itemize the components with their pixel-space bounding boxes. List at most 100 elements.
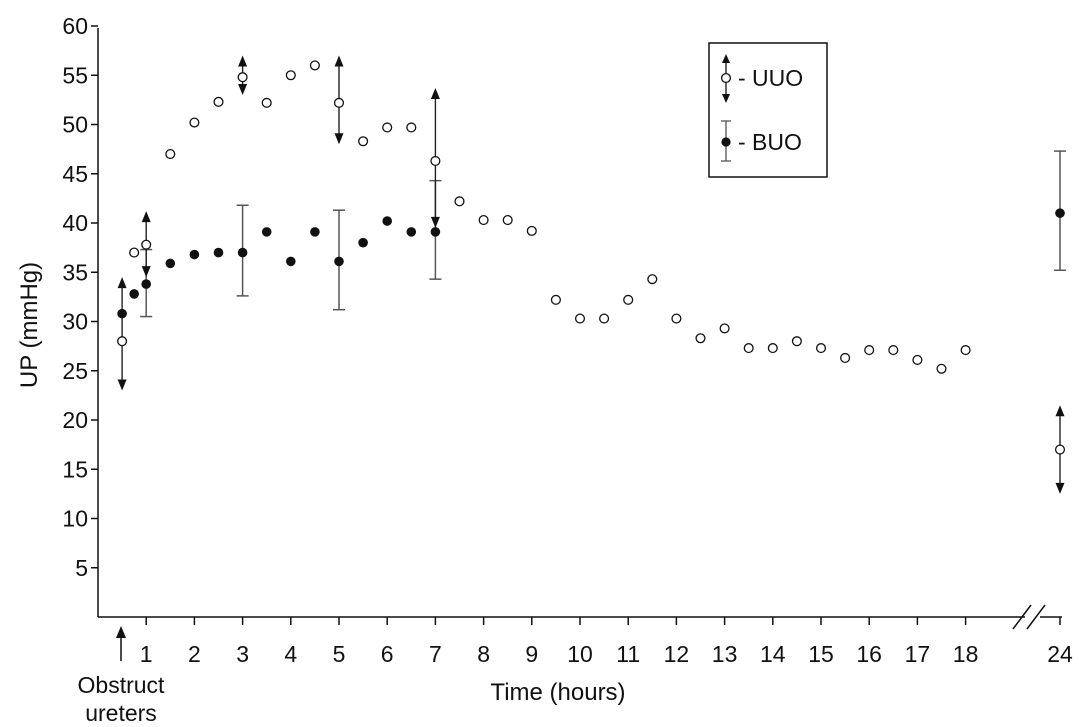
buo-point (406, 227, 417, 237)
buo-point (165, 258, 176, 269)
x-tick-label: 1 (140, 641, 153, 667)
uuo-point (478, 214, 489, 226)
uuo-point (719, 323, 730, 334)
uuo-point (936, 363, 947, 374)
legend-uuo-marker (720, 54, 732, 103)
buo-point (358, 237, 368, 248)
uuo-point (864, 345, 875, 356)
x-tick-label: 4 (284, 641, 297, 667)
y-tick-label: 60 (62, 13, 88, 39)
uuo-point (129, 247, 140, 258)
x-tick-label: 9 (525, 641, 538, 667)
x-tick-label: 13 (712, 641, 738, 667)
uuo-point (695, 333, 706, 344)
buo-point (237, 247, 248, 258)
uuo-point (623, 294, 634, 305)
buo-point (261, 227, 272, 237)
buo-point (189, 249, 200, 260)
y-tick-label: 40 (62, 210, 88, 236)
buo-point (141, 279, 151, 289)
uuo-point (213, 96, 224, 107)
uuo-point (671, 313, 682, 324)
axis-break-mark-1 (1012, 604, 1032, 630)
legend-box (708, 42, 828, 178)
x-tick-label: 3 (236, 641, 249, 667)
obstruct-label-line1: Obstruct (78, 672, 166, 698)
uuo-arrow-head-down (430, 216, 440, 228)
data-points (117, 60, 1066, 455)
uuo-arrow-head-down (117, 379, 127, 391)
uuo-point (502, 214, 513, 226)
x-tick-label: 8 (477, 641, 490, 667)
uuo-point (333, 97, 345, 108)
uuo-point (647, 274, 658, 285)
uuo-point (888, 345, 899, 356)
x-tick-label: 6 (381, 641, 394, 667)
uuo-point (526, 225, 537, 236)
uuo-point (382, 122, 393, 133)
uuo-arrow-head-up (238, 55, 248, 67)
x-tick-label: 10 (567, 641, 593, 667)
uuo-point (912, 354, 923, 365)
uuo-point (815, 343, 827, 354)
uuo-point (358, 136, 369, 147)
x-tick-label: 7 (429, 641, 442, 667)
uuo-point (165, 149, 176, 160)
buo-point (117, 308, 127, 319)
uuo-point (189, 117, 200, 128)
uuo-point (767, 343, 778, 354)
y-tick-label: 35 (62, 259, 88, 285)
x-tick-label: 15 (808, 641, 834, 667)
x-axis-title: Time (hours) (490, 679, 625, 706)
y-tick-label: 25 (62, 358, 88, 384)
buo-point (213, 247, 224, 258)
x-tick-label: 14 (760, 641, 786, 667)
uuo-point (237, 72, 248, 83)
y-tick-label: 30 (62, 309, 88, 335)
uuo-point (285, 70, 296, 81)
y-tick-label: 5 (75, 555, 88, 581)
x-tick-label: 17 (905, 641, 931, 667)
uuo-arrow-head-down (238, 83, 248, 95)
uuo-point (550, 294, 561, 305)
y-tick-label: 15 (62, 456, 88, 482)
buo-point (334, 256, 344, 267)
uuo-point (117, 336, 128, 347)
obstruct-annotation: Obstruct ureters (78, 626, 166, 726)
uuo-arrow-head-down (1055, 482, 1065, 494)
legend: - UUO - BUO (708, 42, 828, 178)
y-tick-label: 10 (62, 506, 88, 532)
y-axis-title: UP (mmHg) (16, 262, 43, 388)
uuo-point (261, 97, 272, 108)
uuo-point (309, 60, 320, 71)
legend-buo-label: - BUO (738, 129, 802, 155)
uuo-point (574, 313, 586, 324)
y-tick-label: 45 (62, 161, 88, 187)
obstruct-label-line2: ureters (85, 700, 157, 726)
uuo-point (1054, 444, 1066, 455)
uuo-point (430, 155, 441, 166)
buo-point (286, 256, 296, 267)
error-bars (117, 55, 1066, 494)
uuo-point (743, 343, 754, 354)
uuo-point (454, 196, 465, 207)
x-tick-label: 12 (664, 641, 690, 667)
uuo-arrow-head-down (334, 133, 344, 145)
buo-point (1055, 208, 1065, 218)
legend-uuo-label: - UUO (738, 65, 803, 91)
x-tick-label: 16 (856, 641, 882, 667)
y-tick-label: 50 (62, 112, 88, 138)
axis-break-mark-2 (1026, 604, 1046, 630)
legend-buo-marker (721, 120, 731, 162)
uuo-point (791, 336, 802, 347)
uuo-arrow-head-up (141, 211, 151, 223)
x-tick-label: 18 (953, 641, 979, 667)
buo-point (310, 227, 320, 237)
uuo-arrow-head-down (141, 266, 151, 278)
y-tick-label: 55 (62, 62, 88, 88)
uuo-arrow-head-up (117, 277, 127, 289)
uuo-arrow-head-up (430, 88, 440, 100)
x-tick-label: 11 (616, 641, 640, 667)
